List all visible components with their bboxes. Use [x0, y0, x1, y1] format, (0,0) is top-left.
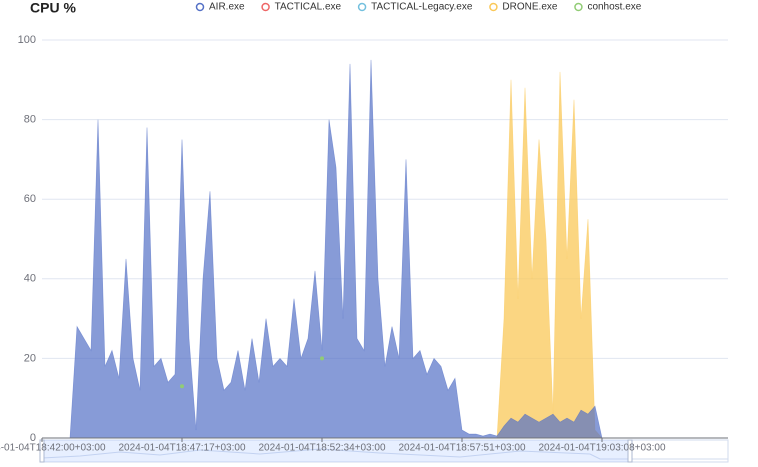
legend-symbol: [489, 2, 498, 12]
data-point: [180, 384, 184, 389]
legend-item[interactable]: TACTICAL-Legacy.exe: [357, 2, 473, 13]
legend-label: TACTICAL-Legacy.exe: [371, 2, 473, 13]
series-area: [42, 59, 721, 439]
legend-symbol: [357, 2, 367, 12]
y-tick-label: 100: [18, 34, 36, 46]
legend-label: conhost.exe: [587, 2, 641, 13]
zoom-handle[interactable]: [627, 439, 633, 463]
legend-symbol: [195, 2, 205, 12]
x-tick-label: 2024-01-04T18:42:00+03:00: [0, 443, 106, 454]
y-tick-label: 20: [24, 352, 36, 364]
legend-item[interactable]: AIR.exe: [195, 2, 246, 13]
y-tick-label: 60: [24, 193, 36, 205]
legend-item[interactable]: DRONE.exe: [489, 2, 558, 13]
legend-label: TACTICAL.exe: [275, 2, 342, 13]
zoom-preview: [41, 448, 728, 460]
legend-symbol: [261, 2, 270, 12]
legend-item[interactable]: conhost.exe: [574, 2, 642, 13]
data-point: [320, 356, 324, 361]
legend-label: DRONE.exe: [502, 2, 557, 13]
data-zoom[interactable]: [39, 439, 729, 463]
y-tick-label: 80: [24, 114, 36, 126]
y-tick-label: 40: [24, 273, 36, 285]
legend-item[interactable]: TACTICAL.exe: [261, 2, 342, 13]
x-tick-label: 2024-01-04T18:52:34+03:00: [258, 443, 385, 454]
plot: [42, 59, 728, 439]
legend-label: AIR.exe: [209, 2, 245, 13]
chart-title: CPU %: [30, 0, 76, 16]
x-tick-label: 2024-01-04T18:57:51+03:00: [398, 443, 525, 454]
legend: AIR.exe TACTICAL.exe TACTICAL-Legacy.exe DR…: [195, 2, 642, 13]
x-tick-label: 2024-01-04T18:47:17+03:00: [118, 443, 245, 454]
x-tick-label: 2024-01-04T19:03:08+03:00: [538, 443, 665, 454]
x-axis: 2024-01-04T18:42:00+03:00 2024-01-04T18:4…: [0, 438, 666, 454]
legend-symbol: [574, 2, 583, 12]
zoom-window[interactable]: [42, 440, 630, 462]
y-tick-label: 0: [30, 432, 36, 444]
